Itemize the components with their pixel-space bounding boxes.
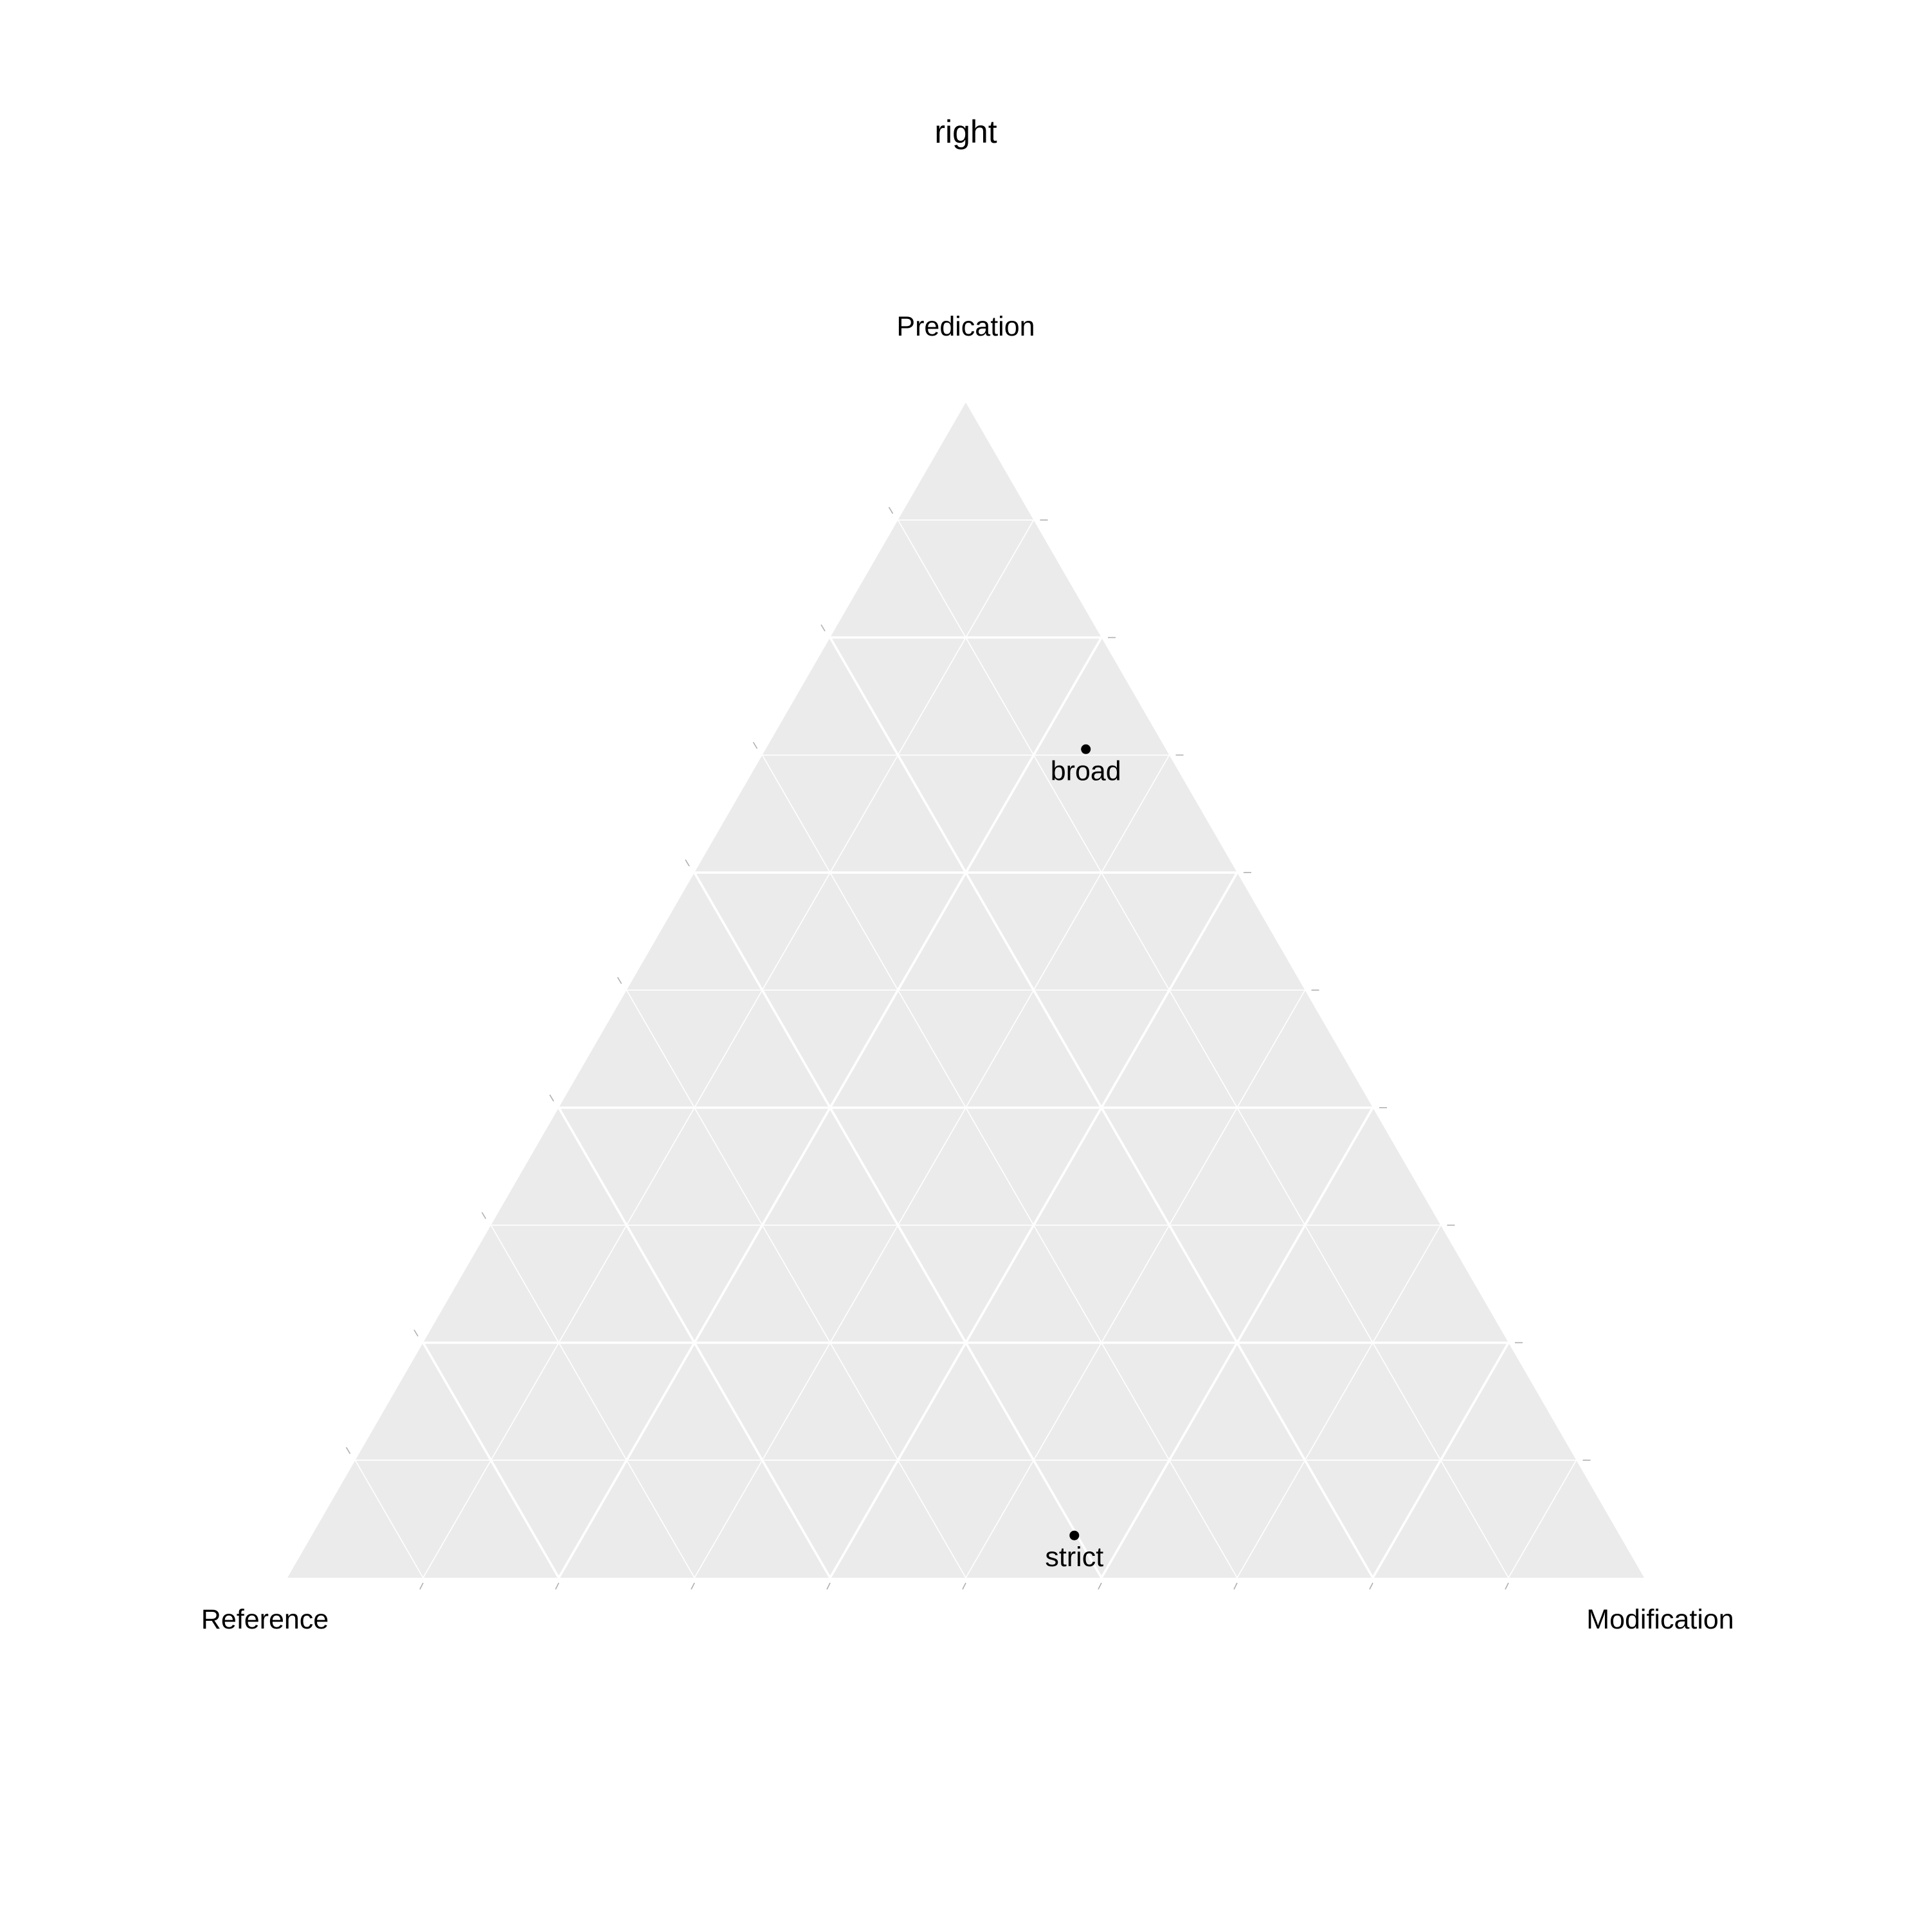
point-label-broad: broad — [1051, 755, 1121, 786]
tick-reference — [345, 1447, 351, 1454]
major-grid-line-modification — [1100, 1106, 1374, 1578]
tick-modification — [962, 1582, 966, 1590]
tick-modification — [1233, 1582, 1238, 1590]
major-grid-line-reference — [693, 872, 1103, 1578]
tick-reference — [617, 977, 622, 984]
tick-modification — [1505, 1582, 1509, 1590]
minor-grid-line-modification — [1508, 1459, 1577, 1578]
minor-grid-line-modification — [1236, 1225, 1442, 1578]
minor-grid-line-reference — [897, 519, 1509, 1578]
minor-grid-line-modification — [694, 755, 1170, 1578]
vertex-label-right: Modification — [1586, 1604, 1734, 1635]
vertex-label-left: Reference — [201, 1604, 329, 1635]
axis-ticks — [345, 507, 1591, 1590]
tick-modification — [1369, 1582, 1373, 1590]
tick-reference — [481, 1212, 487, 1220]
tick-reference — [685, 859, 690, 867]
minor-grid-line-reference — [626, 989, 966, 1578]
tick-modification — [419, 1582, 424, 1590]
tick-modification — [555, 1582, 559, 1590]
minor-grid-line-reference — [354, 1459, 424, 1578]
major-grid-line-modification — [829, 872, 1238, 1578]
tick-reference — [888, 507, 894, 514]
minor-grid-line-modification — [965, 989, 1306, 1578]
tick-reference — [549, 1094, 554, 1102]
data-points: broad strict — [1045, 744, 1121, 1573]
chart-title: right — [934, 114, 997, 150]
tick-modification — [1098, 1582, 1102, 1590]
minor-grid-line-modification — [422, 519, 1035, 1578]
data-point-broad — [1081, 744, 1091, 754]
tick-modification — [826, 1582, 831, 1590]
vertex-label-top: Predication — [896, 311, 1035, 342]
major-grid-line-modification — [1372, 1342, 1510, 1578]
tick-reference — [413, 1329, 419, 1337]
minor-grid-line-reference — [761, 755, 1238, 1578]
point-label-strict: strict — [1045, 1542, 1103, 1573]
tick-modification — [691, 1582, 695, 1590]
tick-reference — [820, 624, 826, 632]
minor-grid-line-reference — [490, 1225, 695, 1578]
major-grid-line-reference — [422, 1342, 560, 1578]
major-grid — [422, 636, 1510, 1578]
minor-grid — [354, 519, 1577, 1578]
tick-reference — [752, 741, 758, 749]
data-point-strict — [1069, 1530, 1080, 1540]
major-grid-line-reference — [557, 1106, 831, 1578]
